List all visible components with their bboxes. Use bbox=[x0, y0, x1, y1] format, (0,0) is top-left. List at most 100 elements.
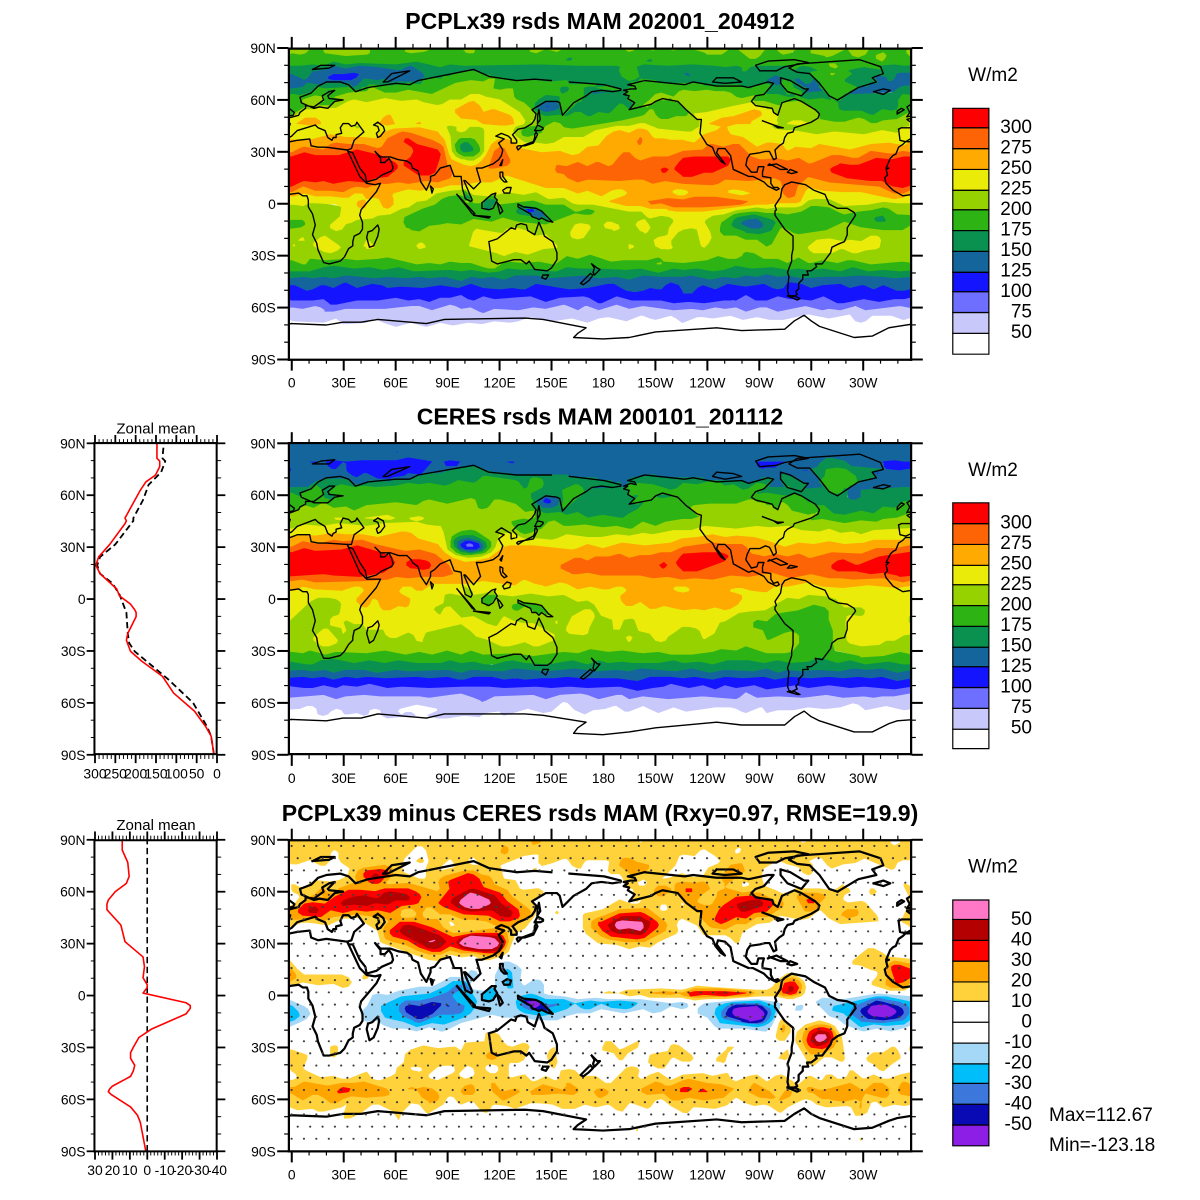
svg-text:200: 200 bbox=[1000, 199, 1032, 220]
svg-text:90E: 90E bbox=[435, 1166, 460, 1182]
svg-text:60W: 60W bbox=[797, 770, 826, 786]
svg-text:250: 250 bbox=[104, 765, 127, 781]
svg-text:-20: -20 bbox=[172, 1162, 192, 1178]
svg-text:180: 180 bbox=[592, 1166, 615, 1182]
svg-text:60W: 60W bbox=[797, 375, 826, 391]
svg-text:150W: 150W bbox=[637, 770, 674, 786]
svg-text:150: 150 bbox=[1000, 240, 1032, 261]
svg-text:30S: 30S bbox=[251, 643, 276, 659]
svg-text:90N: 90N bbox=[250, 435, 275, 451]
svg-text:300: 300 bbox=[1000, 117, 1032, 138]
svg-text:0: 0 bbox=[78, 591, 86, 607]
svg-text:60N: 60N bbox=[60, 884, 85, 900]
svg-text:30N: 30N bbox=[60, 936, 85, 952]
svg-text:60S: 60S bbox=[61, 695, 86, 711]
svg-text:30: 30 bbox=[87, 1162, 103, 1178]
svg-text:60N: 60N bbox=[60, 487, 85, 503]
svg-text:90N: 90N bbox=[250, 832, 275, 848]
svg-text:60E: 60E bbox=[383, 770, 408, 786]
svg-text:-50: -50 bbox=[1005, 1114, 1032, 1135]
svg-text:120E: 120E bbox=[483, 1166, 515, 1182]
svg-text:275: 275 bbox=[1000, 533, 1032, 554]
svg-text:100: 100 bbox=[165, 765, 188, 781]
svg-text:30W: 30W bbox=[849, 770, 878, 786]
svg-text:30: 30 bbox=[1011, 950, 1032, 971]
svg-text:-10: -10 bbox=[1005, 1032, 1032, 1053]
svg-text:0: 0 bbox=[288, 375, 296, 391]
svg-text:120E: 120E bbox=[483, 770, 515, 786]
svg-text:20: 20 bbox=[105, 1162, 121, 1178]
svg-text:60S: 60S bbox=[251, 300, 276, 316]
svg-text:150W: 150W bbox=[637, 1166, 674, 1182]
svg-text:0: 0 bbox=[268, 988, 276, 1004]
svg-text:150E: 150E bbox=[535, 375, 567, 391]
svg-text:0: 0 bbox=[268, 591, 276, 607]
svg-text:30N: 30N bbox=[250, 539, 275, 555]
svg-text:Zonal mean: Zonal mean bbox=[116, 420, 195, 437]
svg-text:180: 180 bbox=[592, 770, 615, 786]
svg-text:Max=112.67: Max=112.67 bbox=[1049, 1105, 1153, 1126]
svg-text:90S: 90S bbox=[251, 747, 276, 763]
svg-text:90W: 90W bbox=[745, 375, 774, 391]
svg-text:-20: -20 bbox=[1005, 1052, 1032, 1073]
svg-text:150: 150 bbox=[144, 765, 167, 781]
svg-text:90S: 90S bbox=[61, 747, 86, 763]
svg-text:10: 10 bbox=[1011, 991, 1032, 1012]
svg-text:275: 275 bbox=[1000, 138, 1032, 159]
svg-text:30W: 30W bbox=[849, 1166, 878, 1182]
svg-text:90S: 90S bbox=[251, 1143, 276, 1159]
svg-text:30E: 30E bbox=[331, 375, 356, 391]
svg-text:100: 100 bbox=[1000, 281, 1032, 302]
svg-text:150E: 150E bbox=[535, 1166, 567, 1182]
svg-text:125: 125 bbox=[1000, 656, 1032, 677]
svg-text:90S: 90S bbox=[251, 352, 276, 368]
svg-text:150: 150 bbox=[1000, 636, 1032, 657]
svg-text:60S: 60S bbox=[251, 695, 276, 711]
svg-text:30S: 30S bbox=[61, 643, 86, 659]
svg-text:225: 225 bbox=[1000, 179, 1032, 200]
svg-text:120W: 120W bbox=[689, 770, 726, 786]
svg-text:50: 50 bbox=[1011, 909, 1032, 930]
svg-text:0: 0 bbox=[213, 765, 221, 781]
svg-text:60N: 60N bbox=[250, 884, 275, 900]
svg-text:120W: 120W bbox=[689, 375, 726, 391]
svg-text:90N: 90N bbox=[250, 40, 275, 56]
svg-text:60S: 60S bbox=[61, 1091, 86, 1107]
svg-text:20: 20 bbox=[1011, 970, 1032, 991]
svg-text:90W: 90W bbox=[745, 770, 774, 786]
svg-text:-30: -30 bbox=[1005, 1073, 1032, 1094]
svg-text:0: 0 bbox=[288, 1166, 296, 1182]
svg-text:175: 175 bbox=[1000, 220, 1032, 241]
svg-text:75: 75 bbox=[1011, 302, 1032, 323]
svg-text:250: 250 bbox=[1000, 554, 1032, 575]
svg-text:50: 50 bbox=[1011, 718, 1032, 739]
svg-text:300: 300 bbox=[83, 765, 106, 781]
svg-text:30N: 30N bbox=[250, 144, 275, 160]
svg-text:175: 175 bbox=[1000, 615, 1032, 636]
svg-text:200: 200 bbox=[1000, 595, 1032, 616]
svg-text:90E: 90E bbox=[435, 375, 460, 391]
svg-text:150E: 150E bbox=[535, 770, 567, 786]
svg-text:120W: 120W bbox=[689, 1166, 726, 1182]
svg-text:90E: 90E bbox=[435, 770, 460, 786]
svg-text:100: 100 bbox=[1000, 677, 1032, 698]
svg-text:0: 0 bbox=[78, 988, 86, 1004]
svg-text:-30: -30 bbox=[190, 1162, 210, 1178]
svg-text:0: 0 bbox=[288, 770, 296, 786]
svg-text:300: 300 bbox=[1000, 513, 1032, 534]
svg-text:W/m2: W/m2 bbox=[968, 857, 1018, 878]
svg-text:150W: 150W bbox=[637, 375, 674, 391]
svg-text:-40: -40 bbox=[1005, 1093, 1032, 1114]
svg-text:Zonal mean: Zonal mean bbox=[116, 817, 195, 834]
svg-text:Min=-123.18: Min=-123.18 bbox=[1049, 1135, 1155, 1156]
svg-text:-40: -40 bbox=[207, 1162, 227, 1178]
svg-text:0: 0 bbox=[268, 196, 276, 212]
svg-text:30S: 30S bbox=[251, 248, 276, 264]
svg-text:CERES rsds MAM 200101_201112: CERES rsds MAM 200101_201112 bbox=[417, 404, 783, 430]
svg-text:0: 0 bbox=[143, 1162, 151, 1178]
svg-text:60N: 60N bbox=[250, 92, 275, 108]
svg-text:30E: 30E bbox=[331, 1166, 356, 1182]
svg-text:50: 50 bbox=[189, 765, 205, 781]
svg-text:60E: 60E bbox=[383, 1166, 408, 1182]
svg-text:PCPLx39 minus CERES rsds MAM (: PCPLx39 minus CERES rsds MAM (Rxy=0.97, … bbox=[282, 800, 919, 826]
